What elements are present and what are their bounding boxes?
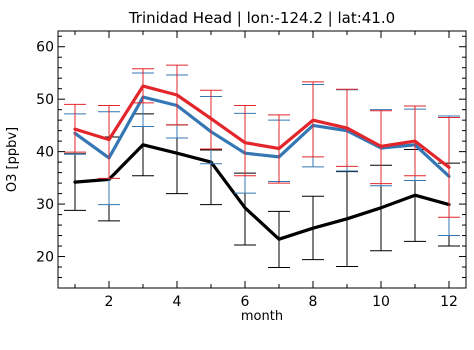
x-tick-label: 10 [372,294,390,310]
x-tick-label: 8 [309,294,318,310]
series-layer [64,64,460,269]
x-tick-label: 6 [241,294,250,310]
tick-layer: 2 4 6 8 10 12 20 30 40 50 60 [36,31,466,310]
chart-title: Trinidad Head | lon:-124.2 | lat:41.0 [128,9,395,27]
series-line [73,143,451,241]
x-tick-label: 2 [105,294,114,310]
series-line [73,84,451,169]
x-axis-label: month [241,309,283,324]
y-tick-label: 40 [36,145,54,161]
plot-frame [57,30,467,289]
x-tick-label: 4 [173,294,182,310]
y-tick-label: 60 [36,40,54,56]
y-tick-label: 50 [36,92,54,108]
y-axis-label: O3 [ppbv] [5,127,20,192]
series-line [73,95,451,178]
y-tick-label: 30 [36,197,54,213]
x-tick-label: 12 [440,294,458,310]
y-tick-label: 20 [36,250,54,266]
series-3 [64,64,460,218]
